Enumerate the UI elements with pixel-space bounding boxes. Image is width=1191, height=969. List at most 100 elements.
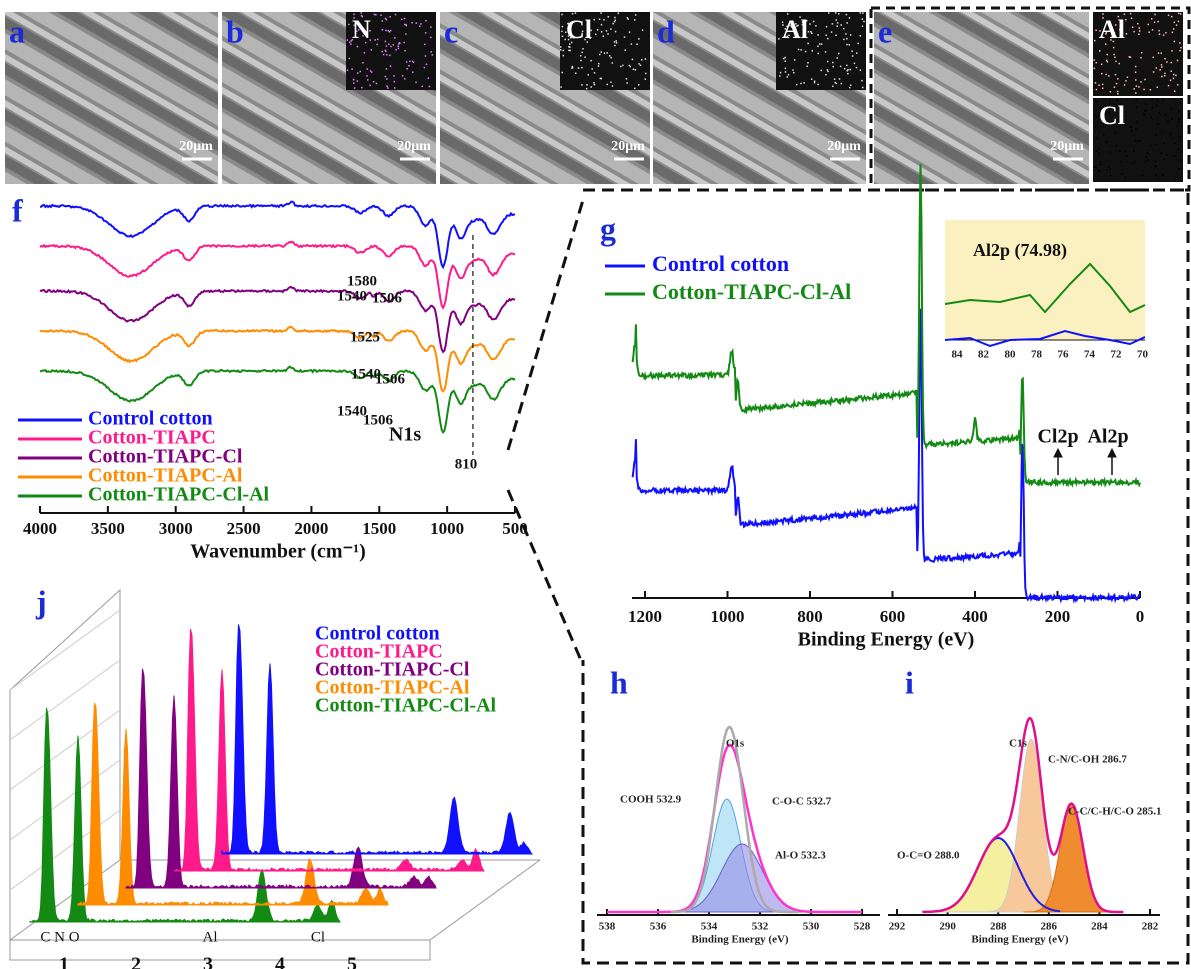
eds-dot: [1109, 151, 1112, 153]
eds-spectrum: [77, 702, 389, 906]
eds-dot: [1164, 113, 1167, 116]
eds-dot: [1125, 155, 1128, 157]
eds-dot: [1114, 24, 1117, 26]
eds-dot: [387, 29, 389, 32]
eds-dot: [795, 23, 797, 25]
eds-dot: [849, 68, 852, 71]
eds-dot: [790, 26, 793, 28]
eds-dot: [408, 65, 410, 67]
eds-dot: [401, 75, 404, 77]
eds-dot: [366, 34, 368, 36]
eds-dot: [782, 24, 784, 26]
eds-dot: [1108, 111, 1111, 114]
eds-element: Cl: [566, 15, 592, 44]
eds-dot: [815, 25, 817, 27]
eds-dot: [1136, 122, 1138, 124]
eds-dot: [1140, 51, 1143, 54]
ftir-spectrum: [39, 200, 516, 270]
x-tick-label: 284: [1091, 921, 1108, 933]
eds-dot: [611, 62, 614, 64]
eds-dot: [1180, 47, 1182, 49]
eds-dot: [1115, 82, 1118, 85]
eds-dot: [1123, 13, 1126, 15]
eds-dot: [786, 35, 789, 38]
component-label: COOH 532.9: [620, 794, 682, 806]
eds-dot: [1125, 80, 1127, 82]
eds-dot: [567, 38, 570, 41]
component-label: C-N/C-OH 286.7: [1048, 754, 1127, 766]
eds-dot: [353, 24, 355, 26]
eds-dot: [381, 20, 383, 22]
eds-dot: [812, 20, 815, 23]
eds-dot: [405, 33, 407, 35]
eds-dot: [389, 54, 391, 57]
peak-label: N1s: [389, 424, 421, 446]
eds-dot: [859, 12, 862, 14]
eds-dot: [1155, 67, 1158, 69]
eds-dot: [568, 43, 571, 45]
eds-dot: [778, 38, 780, 40]
eds-dot: [346, 69, 349, 71]
eds-dot: [640, 59, 643, 61]
eds-dot: [1117, 15, 1120, 18]
eds-dot: [610, 28, 612, 30]
eds-dot: [369, 84, 371, 87]
eds-dot: [1126, 76, 1129, 78]
eds-dot: [632, 68, 635, 70]
envelope: [607, 743, 862, 914]
eds-dot: [376, 43, 378, 46]
eds-dot: [1100, 63, 1103, 66]
eds-dot: [784, 71, 787, 73]
eds-dot: [1105, 73, 1107, 76]
eds-dot: [836, 25, 838, 27]
eds-dot: [1115, 145, 1118, 147]
eds-dot: [428, 85, 431, 88]
eds-dot: [372, 80, 375, 83]
eds-dot: [1133, 88, 1135, 90]
eds-dot: [411, 22, 413, 24]
eds-dot: [400, 18, 403, 21]
eds-dot: [1098, 148, 1101, 150]
eds-dot: [561, 71, 563, 74]
eds-spectrum: [125, 668, 437, 890]
eds-dot: [384, 40, 387, 43]
x-tick-label: 4: [275, 954, 285, 969]
x-tick-label: 538: [599, 921, 616, 933]
x-tick-label: 528: [854, 921, 871, 933]
eds-dot: [1135, 92, 1137, 94]
eds-dot: [855, 66, 858, 69]
envelope: [922, 716, 1124, 914]
eds-dot: [786, 13, 789, 15]
eds-dot: [610, 56, 612, 59]
eds-dot: [1125, 115, 1127, 117]
eds-map: [560, 12, 650, 90]
eds-dot: [561, 13, 563, 16]
eds-element: Cl: [1099, 101, 1125, 130]
eds-dot: [792, 69, 794, 71]
eds-dot: [1146, 152, 1148, 154]
eds-dot: [1158, 112, 1161, 114]
eds-dot: [627, 18, 629, 20]
eds-dot: [626, 17, 629, 19]
inset-tick: 74: [1084, 349, 1096, 361]
eds-dot: [1093, 59, 1095, 61]
eds-dot: [1157, 123, 1159, 125]
eds-dot: [638, 84, 640, 86]
eds-dot: [1143, 113, 1145, 115]
eds-dot: [1129, 56, 1132, 58]
eds-dot: [389, 15, 391, 18]
eds-dot: [1163, 158, 1165, 160]
eds-dot: [1156, 86, 1158, 88]
eds-dot: [569, 46, 571, 48]
ftir-spectrum: [39, 325, 516, 393]
survey-spectrum: [631, 164, 1141, 488]
eds-dot: [412, 61, 415, 64]
component-label: Al-O 532.3: [775, 850, 826, 862]
eds-dot: [425, 19, 427, 22]
eds-dot: [1154, 13, 1156, 16]
eds-dot: [381, 50, 383, 53]
eds-dot: [1166, 154, 1168, 156]
eds-dot: [390, 45, 392, 48]
eds-dot: [1179, 13, 1182, 15]
